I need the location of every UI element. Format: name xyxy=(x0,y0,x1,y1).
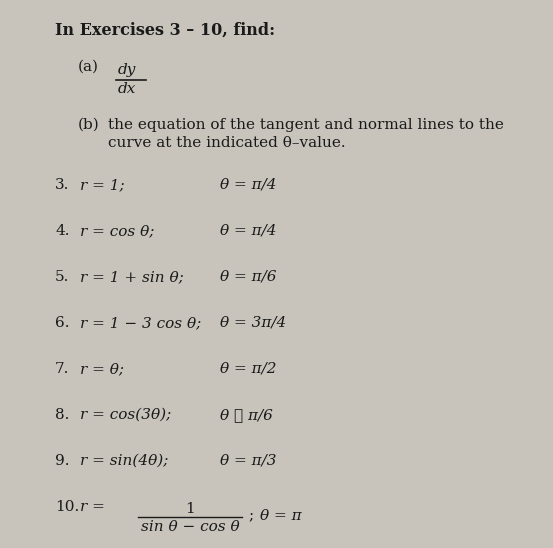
Text: In Exercises 3 – 10, find:: In Exercises 3 – 10, find: xyxy=(55,22,275,39)
Text: 4.: 4. xyxy=(55,224,70,238)
Text: θ = π/6: θ = π/6 xyxy=(220,270,276,284)
Text: θ = 3π/4: θ = 3π/4 xyxy=(220,316,286,330)
Text: r =: r = xyxy=(80,500,105,514)
Text: r = sin(4θ);: r = sin(4θ); xyxy=(80,454,168,468)
Text: 10.: 10. xyxy=(55,500,79,514)
Text: r = cos(3θ);: r = cos(3θ); xyxy=(80,408,171,422)
Text: θ = π/4: θ = π/4 xyxy=(220,178,276,192)
Text: (b): (b) xyxy=(78,118,100,132)
Text: 5.: 5. xyxy=(55,270,69,284)
Text: sin θ − cos θ: sin θ − cos θ xyxy=(140,520,239,534)
Text: θ = π: θ = π xyxy=(260,509,301,523)
Text: θ = π/2: θ = π/2 xyxy=(220,362,276,376)
Text: r = cos θ;: r = cos θ; xyxy=(80,224,154,238)
Text: 6.: 6. xyxy=(55,316,70,330)
Text: θ = π/3: θ = π/3 xyxy=(220,454,276,468)
Text: 1: 1 xyxy=(185,502,195,516)
Text: 8.: 8. xyxy=(55,408,69,422)
Text: 3.: 3. xyxy=(55,178,69,192)
Text: curve at the indicated θ–value.: curve at the indicated θ–value. xyxy=(108,136,346,150)
Text: r = 1;: r = 1; xyxy=(80,178,124,192)
Text: θ = π/4: θ = π/4 xyxy=(220,224,276,238)
Text: 9.: 9. xyxy=(55,454,70,468)
Text: θ ≅ π/6: θ ≅ π/6 xyxy=(220,408,273,422)
Text: dx: dx xyxy=(118,82,137,96)
Text: dy: dy xyxy=(118,63,137,77)
Text: r = 1 − 3 cos θ;: r = 1 − 3 cos θ; xyxy=(80,316,201,330)
Text: the equation of the tangent and normal lines to the: the equation of the tangent and normal l… xyxy=(108,118,504,132)
Text: (a): (a) xyxy=(78,60,99,74)
Text: ;: ; xyxy=(248,509,253,523)
Text: r = 1 + sin θ;: r = 1 + sin θ; xyxy=(80,270,184,284)
Text: r = θ;: r = θ; xyxy=(80,362,124,376)
Text: 7.: 7. xyxy=(55,362,69,376)
